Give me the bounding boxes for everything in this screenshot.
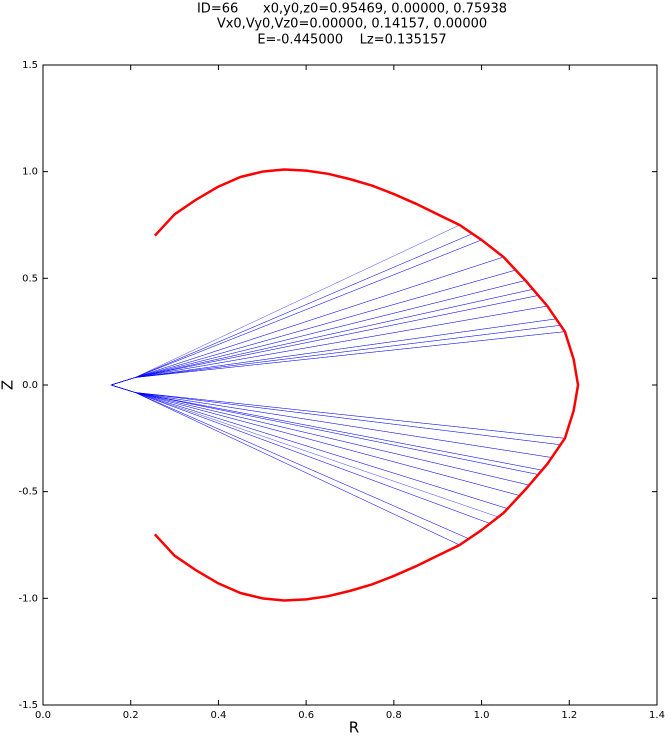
chart-title: ID=66 x0,y0,z0=0.95469, 0.00000, 0.75938 [197,2,507,17]
x-tick-label: 1.0 [474,710,490,721]
series-line [153,168,580,602]
x-tick-label: 1.4 [649,710,665,721]
y-tick-label: -0.5 [18,487,38,498]
y-tick-label: 0.5 [22,273,38,284]
x-tick-label: 0.6 [298,710,314,721]
y-tick-label: -1.0 [18,593,38,604]
chart-title: Vx0,Vy0,Vz0=0.00000, 0.14157, 0.00000 [217,17,487,32]
y-axis-label: Z [0,380,17,390]
plot-frame [42,64,658,706]
series-line [110,224,566,546]
x-tick-label: 1.2 [561,710,577,721]
x-tick-label: 0.2 [123,710,139,721]
chart-title: E=-0.445000 Lz=0.135157 [257,33,446,48]
x-tick-label: 0.0 [35,710,51,721]
x-tick-label: 0.8 [386,710,402,721]
y-tick-label: -1.5 [18,700,38,711]
y-tick-label: 1.0 [22,167,38,178]
x-axis-label: R [349,719,359,736]
y-tick-label: 0.0 [22,380,38,391]
x-tick-label: 0.4 [210,710,226,721]
y-tick-label: 1.5 [22,60,38,71]
